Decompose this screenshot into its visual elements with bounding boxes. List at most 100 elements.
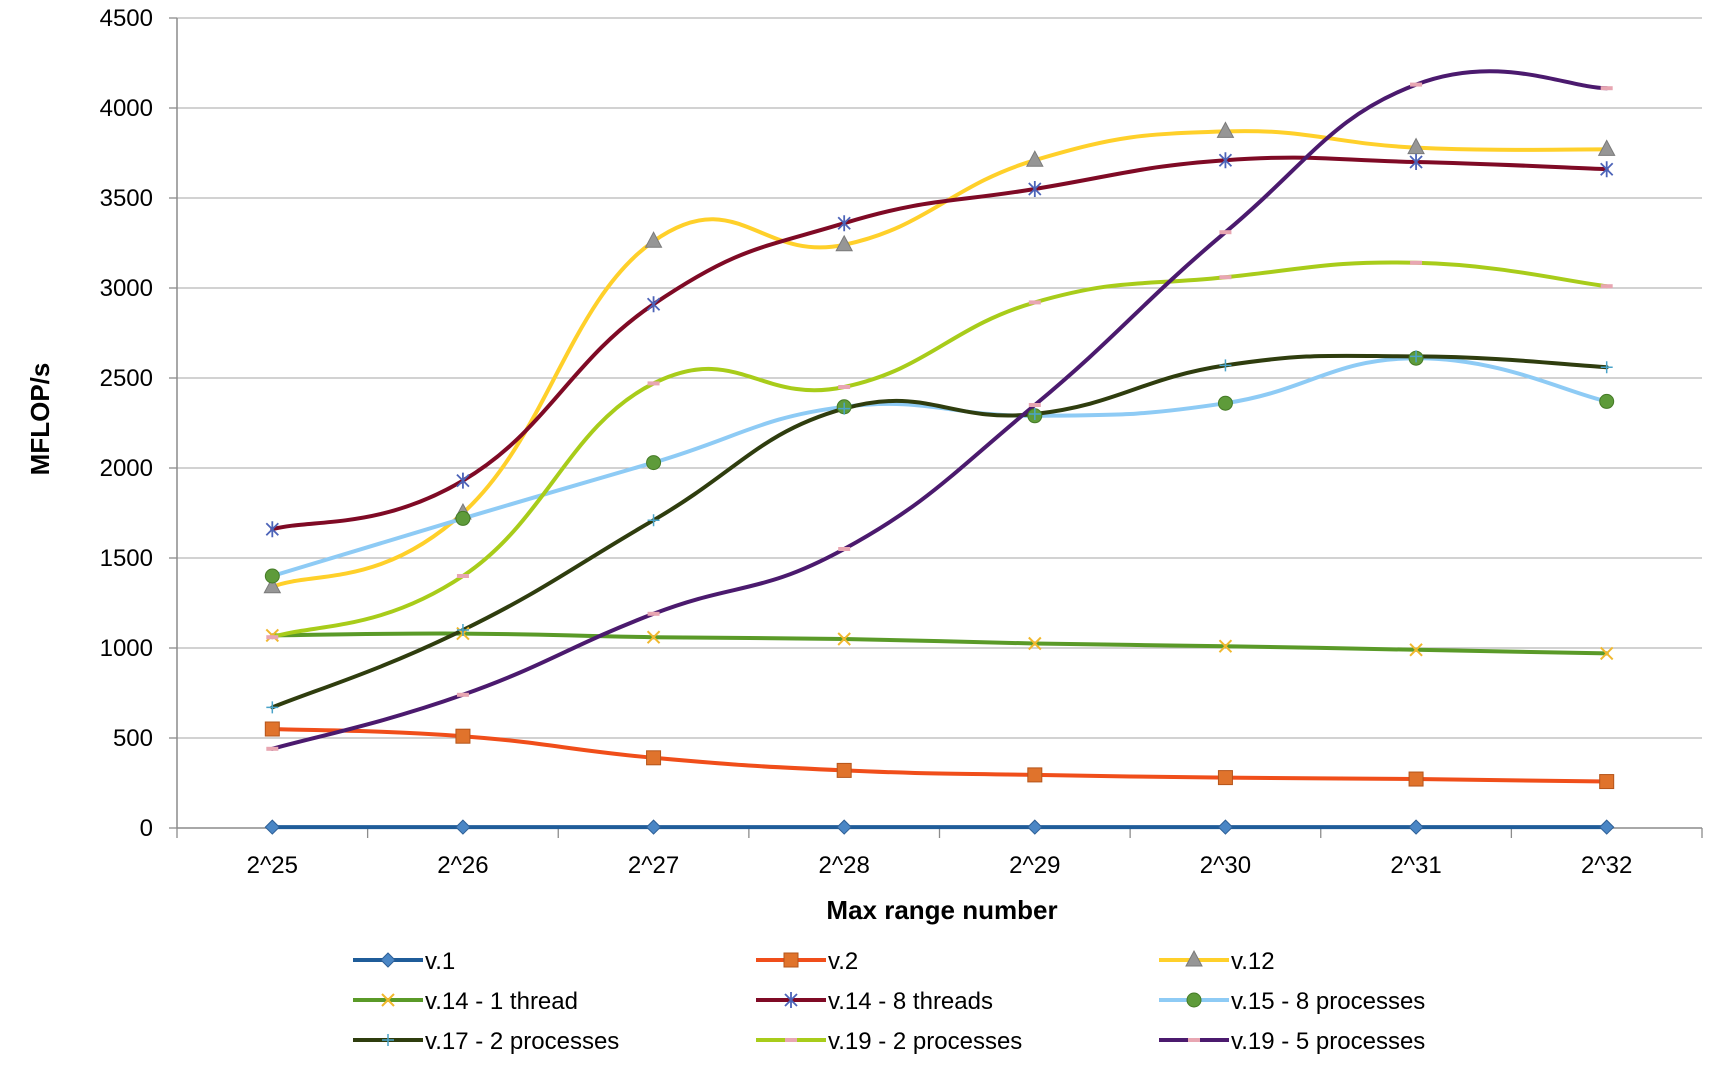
data-point-v-1 xyxy=(1408,819,1424,835)
data-point-v-2 xyxy=(1599,774,1615,790)
data-point-v-1 xyxy=(1027,819,1043,835)
data-point-v-15-8-processes xyxy=(1599,393,1615,409)
y-tick-label: 2000 xyxy=(100,455,153,482)
data-point-v-2 xyxy=(264,721,280,737)
series-line-v-19-5-processes xyxy=(270,69,1609,751)
x-tick-label: 2^27 xyxy=(628,852,679,879)
data-point-v-19-5-processes xyxy=(647,611,660,616)
data-point-v-2 xyxy=(1408,771,1424,787)
y-tick-label: 0 xyxy=(140,815,153,842)
data-point-v-19-5-processes xyxy=(1028,403,1041,407)
legend-item-v-19-2-processes: v.19 - 2 processes xyxy=(756,1028,1022,1055)
data-point-v-17-2-processes xyxy=(1028,408,1041,420)
x-axis-title: Max range number xyxy=(826,895,1057,925)
legend-label: v.15 - 8 processes xyxy=(1231,988,1425,1015)
data-point-v-1 xyxy=(455,819,471,835)
y-tick-label: 1500 xyxy=(100,545,153,572)
series-line-v-2 xyxy=(270,727,1609,784)
y-tick-label: 500 xyxy=(113,725,153,752)
legend-marker xyxy=(783,952,799,968)
data-point-v-2 xyxy=(1217,770,1233,786)
legend-marker xyxy=(785,1038,797,1042)
data-point-v-14-8-threads xyxy=(1028,181,1042,197)
x-axis: 2^25 2^26 2^27 2^28 2^29 2^30 2^31 2^32 xyxy=(176,827,1703,879)
legend-label: v.19 - 5 processes xyxy=(1231,1028,1425,1055)
data-point-v-19-5-processes xyxy=(266,746,279,751)
legend-marker xyxy=(1186,992,1202,1008)
data-point-v-17-2-processes xyxy=(456,624,469,636)
y-tick-label: 2500 xyxy=(100,365,153,392)
legend-marker xyxy=(380,952,396,968)
data-point-v-17-2-processes xyxy=(1219,359,1232,372)
data-point-v-1 xyxy=(836,819,852,835)
data-point-v-12 xyxy=(835,234,854,252)
data-point-v-12 xyxy=(1407,137,1425,155)
legend-item-v-15-8-processes: v.15 - 8 processes xyxy=(1159,988,1425,1015)
legend-label: v.14 - 1 thread xyxy=(425,988,578,1015)
legend-marker xyxy=(1185,949,1203,967)
data-point-v-14-1-thread xyxy=(837,632,851,646)
x-tick-label: 2^26 xyxy=(437,852,488,879)
data-point-v-1 xyxy=(645,819,662,835)
x-tick-label: 2^29 xyxy=(1009,852,1060,879)
series-line-v-19-2-processes xyxy=(270,260,1609,640)
data-point-v-15-8-processes xyxy=(455,510,471,526)
series-line-v-12 xyxy=(270,129,1609,589)
data-point-v-14-8-threads xyxy=(1218,152,1233,169)
data-point-v-14-1-thread xyxy=(1218,639,1233,653)
x-tick-label: 2^28 xyxy=(819,852,870,879)
series-layer xyxy=(270,69,1609,830)
data-point-v-15-8-processes xyxy=(264,568,280,584)
data-point-v-19-2-processes xyxy=(838,385,851,389)
series-line-v-14-1-thread xyxy=(270,631,1609,656)
legend-marker xyxy=(381,993,395,1007)
series-line-v-17-2-processes xyxy=(270,353,1609,710)
legend-marker xyxy=(1188,1038,1200,1042)
data-point-v-2 xyxy=(455,728,471,744)
data-point-v-19-2-processes xyxy=(1028,300,1041,305)
legend-label: v.12 xyxy=(1231,948,1275,975)
data-point-v-14-8-threads xyxy=(837,215,851,232)
y-tick-label: 4500 xyxy=(100,5,153,32)
data-point-v-17-2-processes xyxy=(1410,350,1423,363)
x-tick-label: 2^25 xyxy=(247,852,298,879)
legend-item-v-17-2-processes: v.17 - 2 processes xyxy=(353,1028,619,1055)
legend-item-v-14-8-threads: v.14 - 8 threads xyxy=(756,988,993,1015)
data-point-v-19-5-processes xyxy=(1600,86,1613,91)
data-point-v-2 xyxy=(1027,767,1043,783)
data-point-v-19-2-processes xyxy=(1410,260,1423,265)
data-point-v-19-5-processes xyxy=(838,547,851,551)
legend-item-v-19-5-processes: v.19 - 5 processes xyxy=(1159,1028,1425,1055)
y-axis-title: MFLOP/s xyxy=(25,363,55,476)
gridlines xyxy=(177,17,1702,739)
data-point-v-19-5-processes xyxy=(456,692,469,697)
data-point-v-12 xyxy=(1216,121,1235,138)
data-point-v-2 xyxy=(646,750,662,766)
data-point-v-14-8-threads xyxy=(1409,154,1423,170)
legend-item-v-12: v.12 xyxy=(1159,948,1275,975)
legend-item-v-1: v.1 xyxy=(353,948,455,975)
x-tick-label: 2^30 xyxy=(1200,852,1251,879)
series-line-v-14-8-threads xyxy=(270,155,1609,532)
legend-marker xyxy=(784,992,798,1008)
data-point-v-12 xyxy=(644,231,663,248)
series-line-v-15-8-processes xyxy=(270,356,1609,578)
legend-label: v.17 - 2 processes xyxy=(425,1028,619,1055)
legend-item-v-2: v.2 xyxy=(756,948,858,975)
legend-item-v-14-1-thread: v.14 - 1 thread xyxy=(353,988,578,1015)
data-point-v-1 xyxy=(1598,819,1615,835)
x-tick-label: 2^31 xyxy=(1390,852,1441,879)
data-point-v-17-2-processes xyxy=(838,402,851,415)
data-point-v-1 xyxy=(1217,819,1234,835)
data-point-v-19-2-processes xyxy=(266,635,279,640)
data-point-v-14-8-threads xyxy=(265,521,279,538)
data-point-v-17-2-processes xyxy=(266,701,279,714)
data-point-v-19-2-processes xyxy=(456,574,469,578)
legend-label: v.19 - 2 processes xyxy=(828,1028,1022,1055)
data-point-v-14-8-threads xyxy=(456,472,470,489)
data-point-v-1 xyxy=(264,819,281,835)
data-point-v-19-2-processes xyxy=(1219,275,1232,280)
data-point-v-14-1-thread xyxy=(646,630,661,644)
data-point-v-12 xyxy=(1025,150,1044,167)
